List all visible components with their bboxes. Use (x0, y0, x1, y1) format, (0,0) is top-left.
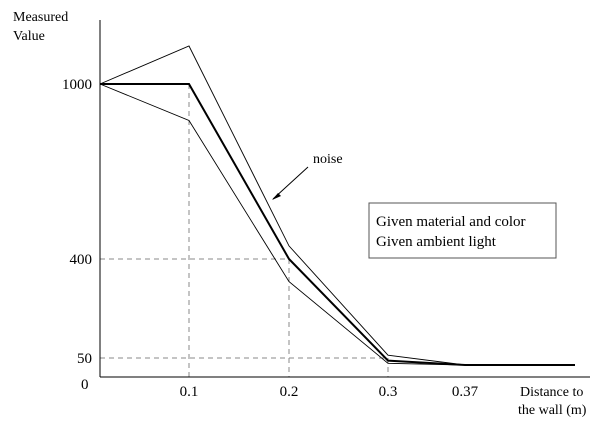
y-tick-label-0: 1000 (62, 77, 92, 93)
legend-line-1: Given material and color (376, 214, 526, 230)
origin-label: 0 (81, 377, 89, 393)
y-tick-label-2: 50 (77, 351, 92, 367)
x-tick-labels: 0.1 0.2 0.3 0.37 (180, 384, 479, 400)
x-tick-label-3: 0.37 (452, 384, 479, 400)
y-tick-labels: 1000 400 50 (62, 77, 92, 367)
noise-arrow-shaft (272, 166, 309, 200)
y-tick-label-1: 400 (70, 252, 93, 268)
series-lines (99, 45, 575, 366)
series-line-noise-upper (99, 45, 575, 366)
x-tick-label-1: 0.2 (280, 384, 299, 400)
series-line-noise-lower (99, 83, 575, 366)
legend-line-2: Given ambient light (376, 234, 497, 250)
legend-box (368, 202, 557, 259)
legend: Given material and color Given ambient l… (368, 202, 557, 259)
noise-arrow-head (272, 193, 281, 200)
y-axis-title-line1: Measured (13, 10, 68, 25)
x-axis-title-line1: Distance to (520, 385, 583, 400)
guide-lines (100, 83, 389, 377)
noise-annotation: noise (313, 152, 343, 167)
x-axis-title-line2: the wall (m) (518, 403, 587, 418)
x-tick-label-0: 0.1 (180, 384, 199, 400)
y-axis-title-line2: Value (13, 29, 45, 44)
x-tick-label-2: 0.3 (379, 384, 398, 400)
